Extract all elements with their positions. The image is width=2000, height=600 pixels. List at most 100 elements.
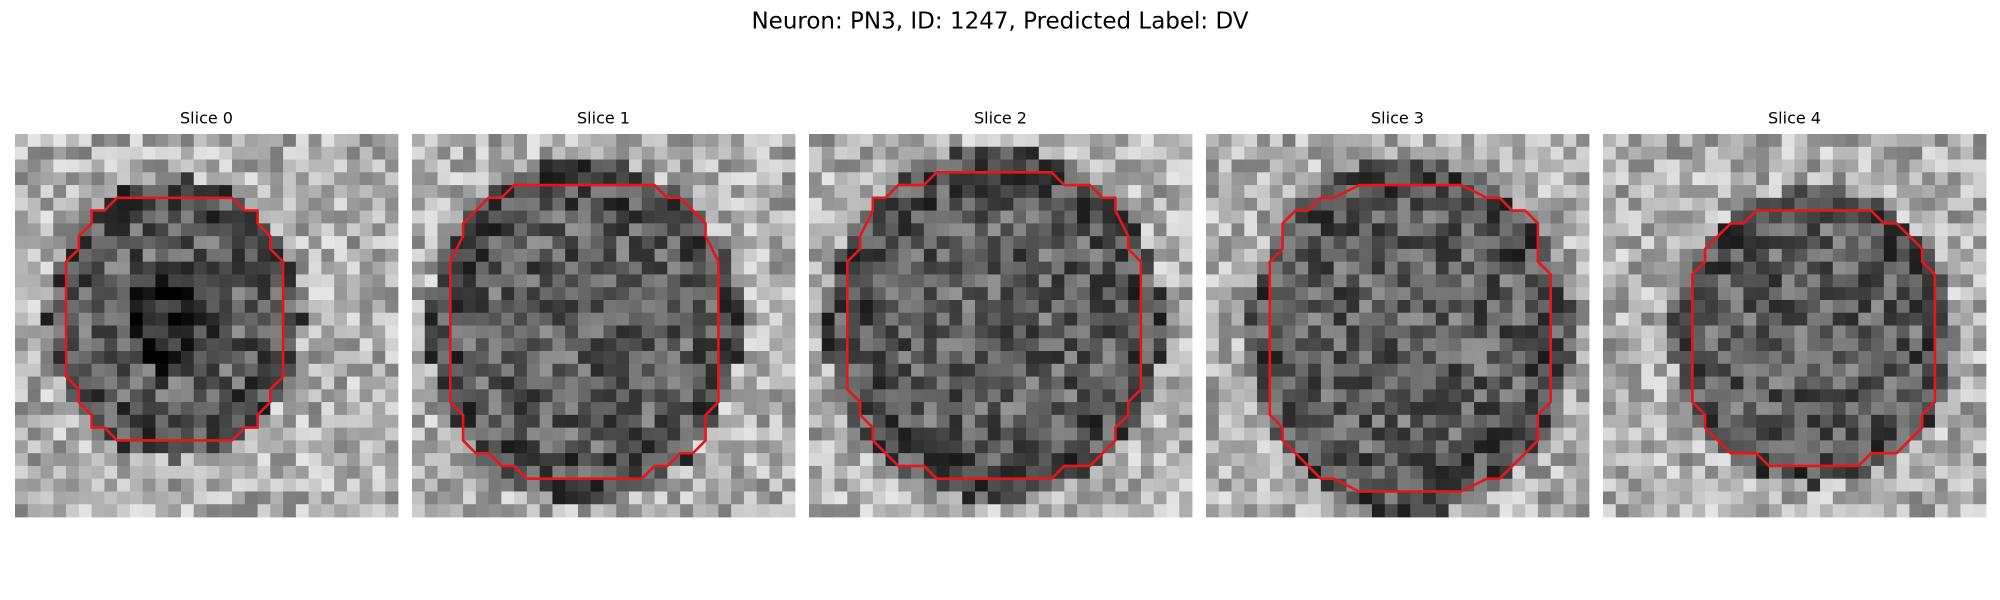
pixel bbox=[565, 223, 579, 237]
pixel bbox=[155, 159, 169, 173]
pixel bbox=[1244, 210, 1258, 224]
pixel bbox=[1140, 453, 1155, 467]
pixel bbox=[743, 210, 758, 224]
pixel bbox=[539, 274, 553, 288]
pixel bbox=[1231, 172, 1245, 186]
pixel bbox=[1359, 248, 1373, 263]
pixel bbox=[590, 146, 604, 160]
pixel bbox=[1153, 478, 1167, 492]
pixel bbox=[1525, 236, 1539, 250]
pixel bbox=[641, 236, 655, 250]
pixel bbox=[1705, 197, 1719, 211]
pixel bbox=[1128, 223, 1142, 237]
pixel bbox=[1231, 325, 1245, 339]
pixel bbox=[1960, 414, 1974, 429]
pixel bbox=[78, 299, 92, 314]
pixel bbox=[743, 414, 758, 429]
pixel bbox=[1346, 453, 1360, 467]
pixel bbox=[1461, 159, 1475, 173]
pixel bbox=[680, 414, 694, 429]
pixel bbox=[1257, 146, 1271, 160]
pixel bbox=[526, 248, 541, 263]
pixel bbox=[501, 465, 515, 480]
pixel bbox=[1038, 185, 1052, 199]
pixel bbox=[1550, 248, 1564, 263]
pixel bbox=[705, 134, 719, 148]
pixel bbox=[1768, 504, 1783, 518]
pixel bbox=[1140, 236, 1155, 250]
pixel bbox=[1064, 197, 1078, 211]
pixel bbox=[1807, 478, 1821, 492]
pixel bbox=[463, 427, 477, 441]
pixel bbox=[1781, 478, 1795, 492]
pixel bbox=[1486, 236, 1501, 250]
slice-title: Slice 4 bbox=[1768, 109, 1821, 128]
pixel bbox=[1102, 185, 1116, 199]
pixel bbox=[552, 210, 566, 224]
pixel bbox=[1705, 402, 1719, 416]
pixel bbox=[1794, 363, 1808, 377]
pixel bbox=[898, 159, 912, 173]
pixel bbox=[936, 223, 950, 237]
pixel bbox=[193, 389, 207, 403]
pixel bbox=[641, 185, 655, 199]
pixel bbox=[1128, 261, 1142, 275]
pixel bbox=[667, 210, 681, 224]
pixel bbox=[1909, 325, 1923, 339]
pixel bbox=[1603, 440, 1617, 454]
pixel bbox=[743, 478, 758, 492]
pixel bbox=[769, 440, 783, 454]
pixel bbox=[155, 223, 169, 237]
pixel bbox=[1115, 223, 1129, 237]
pixel bbox=[437, 287, 451, 301]
pixel bbox=[1537, 351, 1552, 365]
pixel bbox=[1153, 389, 1167, 403]
pixel bbox=[1308, 261, 1322, 275]
pixel bbox=[1807, 134, 1821, 148]
pixel bbox=[1153, 210, 1167, 224]
pixel bbox=[501, 504, 515, 518]
pixel bbox=[756, 146, 770, 160]
pixel bbox=[334, 465, 348, 480]
pixel bbox=[40, 402, 54, 416]
pixel bbox=[872, 248, 886, 263]
pixel bbox=[1282, 351, 1296, 365]
pixel bbox=[1423, 261, 1437, 275]
pixel bbox=[488, 146, 502, 160]
pixel bbox=[987, 210, 1001, 224]
pixel bbox=[1077, 172, 1091, 186]
pixel bbox=[1781, 376, 1795, 390]
pixel bbox=[1909, 376, 1923, 390]
pixel bbox=[680, 491, 694, 505]
pixel bbox=[1166, 197, 1180, 211]
pixel bbox=[1717, 236, 1732, 250]
pixel bbox=[1448, 453, 1462, 467]
pixel bbox=[962, 440, 976, 454]
pixel bbox=[193, 236, 207, 250]
pixel bbox=[385, 402, 399, 416]
pixel bbox=[603, 261, 617, 275]
pixel bbox=[104, 185, 118, 199]
pixel bbox=[1768, 312, 1783, 326]
pixel bbox=[526, 338, 541, 352]
pixel bbox=[821, 248, 835, 263]
pixel bbox=[1282, 197, 1296, 211]
pixel bbox=[1807, 351, 1821, 365]
pixel bbox=[1435, 376, 1449, 390]
pixel bbox=[295, 414, 310, 429]
pixel bbox=[1269, 478, 1283, 492]
pixel bbox=[1346, 389, 1360, 403]
pixel bbox=[1832, 453, 1846, 467]
pixel bbox=[1269, 159, 1283, 173]
pixel bbox=[206, 146, 220, 160]
pixel bbox=[1218, 351, 1232, 365]
pixel bbox=[641, 389, 655, 403]
pixel bbox=[1051, 197, 1065, 211]
pixel bbox=[1768, 465, 1783, 480]
pixel bbox=[155, 504, 169, 518]
pixel bbox=[1128, 299, 1142, 314]
pixel bbox=[898, 261, 912, 275]
pixel bbox=[987, 376, 1001, 390]
pixel bbox=[206, 427, 220, 441]
pixel bbox=[1820, 414, 1834, 429]
